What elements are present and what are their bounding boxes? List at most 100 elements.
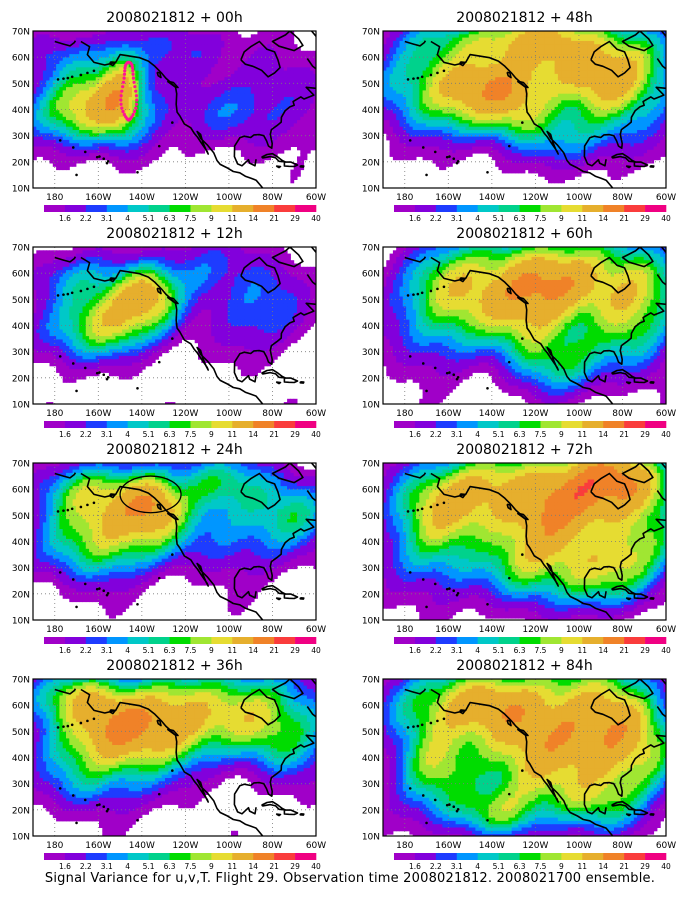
colorbar-swatch (106, 421, 128, 428)
lon-tick-label: 140W (129, 625, 155, 635)
colorbar-tick-label: 2.2 (430, 646, 442, 655)
colorbar-swatch (645, 421, 667, 428)
lon-tick-label: 100W (566, 409, 592, 419)
colorbar-swatch (148, 205, 170, 212)
lon-tick-label: 120W (522, 841, 548, 851)
colorbar: 1.6 2.2 3.1 4 5.1 6.3 7.5 9 11 14 21 29 40 (44, 205, 321, 223)
map-frame (382, 246, 667, 405)
variance-panel-1: 2008021812 + 48h 10N 20N 30N 40N 50N 60N 70N 180… (362, 10, 676, 223)
coastline (404, 256, 427, 263)
lat-tick-label: 70N (362, 460, 380, 470)
colorbar-tick-label: 5.1 (493, 430, 505, 439)
colorbar-tick-label: 1.6 (409, 214, 421, 223)
colorbar-swatch (394, 205, 416, 212)
colorbar-swatch (435, 421, 458, 428)
coastline (233, 490, 316, 599)
colorbar-swatch (232, 637, 254, 644)
colorbar-tick-label: 4 (125, 862, 130, 871)
colorbar: 1.6 2.2 3.1 4 5.1 6.3 7.5 9 11 14 21 29 40 (44, 853, 321, 871)
colorbar-swatch (211, 853, 233, 860)
lon-tick-label: 80W (612, 625, 632, 635)
coastline (625, 381, 632, 385)
coastline (649, 597, 655, 600)
colorbar-tick-label: 40 (661, 646, 671, 655)
colorbar-tick-label: 14 (598, 862, 608, 871)
lat-tick-label: 20N (12, 590, 30, 600)
lon-tick-label: 160W (435, 841, 461, 851)
variance-field (383, 247, 666, 404)
colorbar-tick-label: 11 (578, 646, 588, 655)
lon-tick-label: 160W (85, 625, 111, 635)
lat-tick-label: 50N (362, 512, 380, 522)
lon-tick-label: 120W (172, 841, 198, 851)
coastline (271, 247, 304, 268)
lon-tick-label: 60W (656, 409, 676, 419)
colorbar-tick-label: 14 (248, 646, 258, 655)
coastline (625, 597, 632, 601)
coastline (240, 40, 281, 78)
lon-tick-label: 120W (522, 625, 548, 635)
colorbar-tick-label: 3.1 (101, 646, 113, 655)
coastline (516, 512, 529, 521)
colorbar-swatch (456, 853, 478, 860)
figure-caption: Signal Variance for u,v,T. Flight 29. Ob… (0, 871, 700, 886)
lon-tick-label: 120W (172, 409, 198, 419)
coastline (583, 706, 666, 815)
colorbar-swatch (456, 421, 478, 428)
coastline (275, 597, 282, 601)
lat-tick-label: 60N (362, 702, 380, 712)
colorbar-tick-label: 4 (125, 646, 130, 655)
colorbar-swatch (106, 853, 128, 860)
coastline (299, 381, 305, 384)
lat-tick-label: 10N (362, 185, 380, 195)
colorbar-swatch (64, 205, 87, 212)
colorbar-tick-label: 14 (598, 430, 608, 439)
colorbar-swatch (85, 421, 108, 428)
coastline (625, 165, 632, 169)
colorbar-tick-label: 5.1 (493, 646, 505, 655)
lat-tick-label: 10N (362, 617, 380, 627)
colorbar-swatch (253, 421, 275, 428)
colorbar-tick-label: 9 (559, 646, 564, 655)
colorbar-swatch (603, 637, 625, 644)
map-frame (382, 30, 667, 189)
colorbar-swatch (394, 637, 416, 644)
colorbar-tick-label: 7.5 (534, 862, 546, 871)
lon-tick-label: 100W (566, 193, 592, 203)
coastline (109, 61, 117, 67)
colorbar-swatch (603, 421, 625, 428)
colorbar-tick-label: 7.5 (184, 862, 196, 871)
colorbar-swatch (64, 853, 87, 860)
colorbar-swatch (127, 421, 149, 428)
colorbar-tick-label: 21 (619, 646, 629, 655)
coastline (621, 463, 654, 484)
lon-tick-label: 160W (435, 625, 461, 635)
lon-tick-label: 80W (262, 409, 282, 419)
colorbar-swatch (645, 205, 667, 212)
colorbar-swatch (85, 853, 108, 860)
coastline (166, 728, 179, 737)
colorbar-tick-label: 21 (269, 862, 279, 871)
colorbar-swatch (519, 637, 541, 644)
coastline (271, 679, 304, 700)
colorbar-tick-label: 14 (248, 430, 258, 439)
colorbar-swatch (253, 205, 275, 212)
lon-tick-label: 100W (216, 409, 242, 419)
coastline (80, 688, 264, 836)
colorbar-swatch (624, 205, 646, 212)
colorbar-tick-label: 29 (290, 214, 300, 223)
coastline (54, 688, 77, 695)
colorbar-tick-label: 9 (559, 430, 564, 439)
colorbar-tick-label: 9 (209, 214, 214, 223)
lon-tick-label: 180 (46, 409, 63, 419)
coastline (430, 40, 614, 188)
colorbar-swatch (232, 421, 254, 428)
colorbar-tick-label: 4 (475, 646, 480, 655)
colorbar-tick-label: 21 (619, 862, 629, 871)
colorbar-swatch (498, 205, 520, 212)
lat-tick-label: 10N (362, 401, 380, 411)
colorbar-tick-label: 7.5 (184, 214, 196, 223)
colorbar-swatch (85, 637, 108, 644)
coastline (275, 165, 282, 169)
colorbar-tick-label: 4 (475, 430, 480, 439)
